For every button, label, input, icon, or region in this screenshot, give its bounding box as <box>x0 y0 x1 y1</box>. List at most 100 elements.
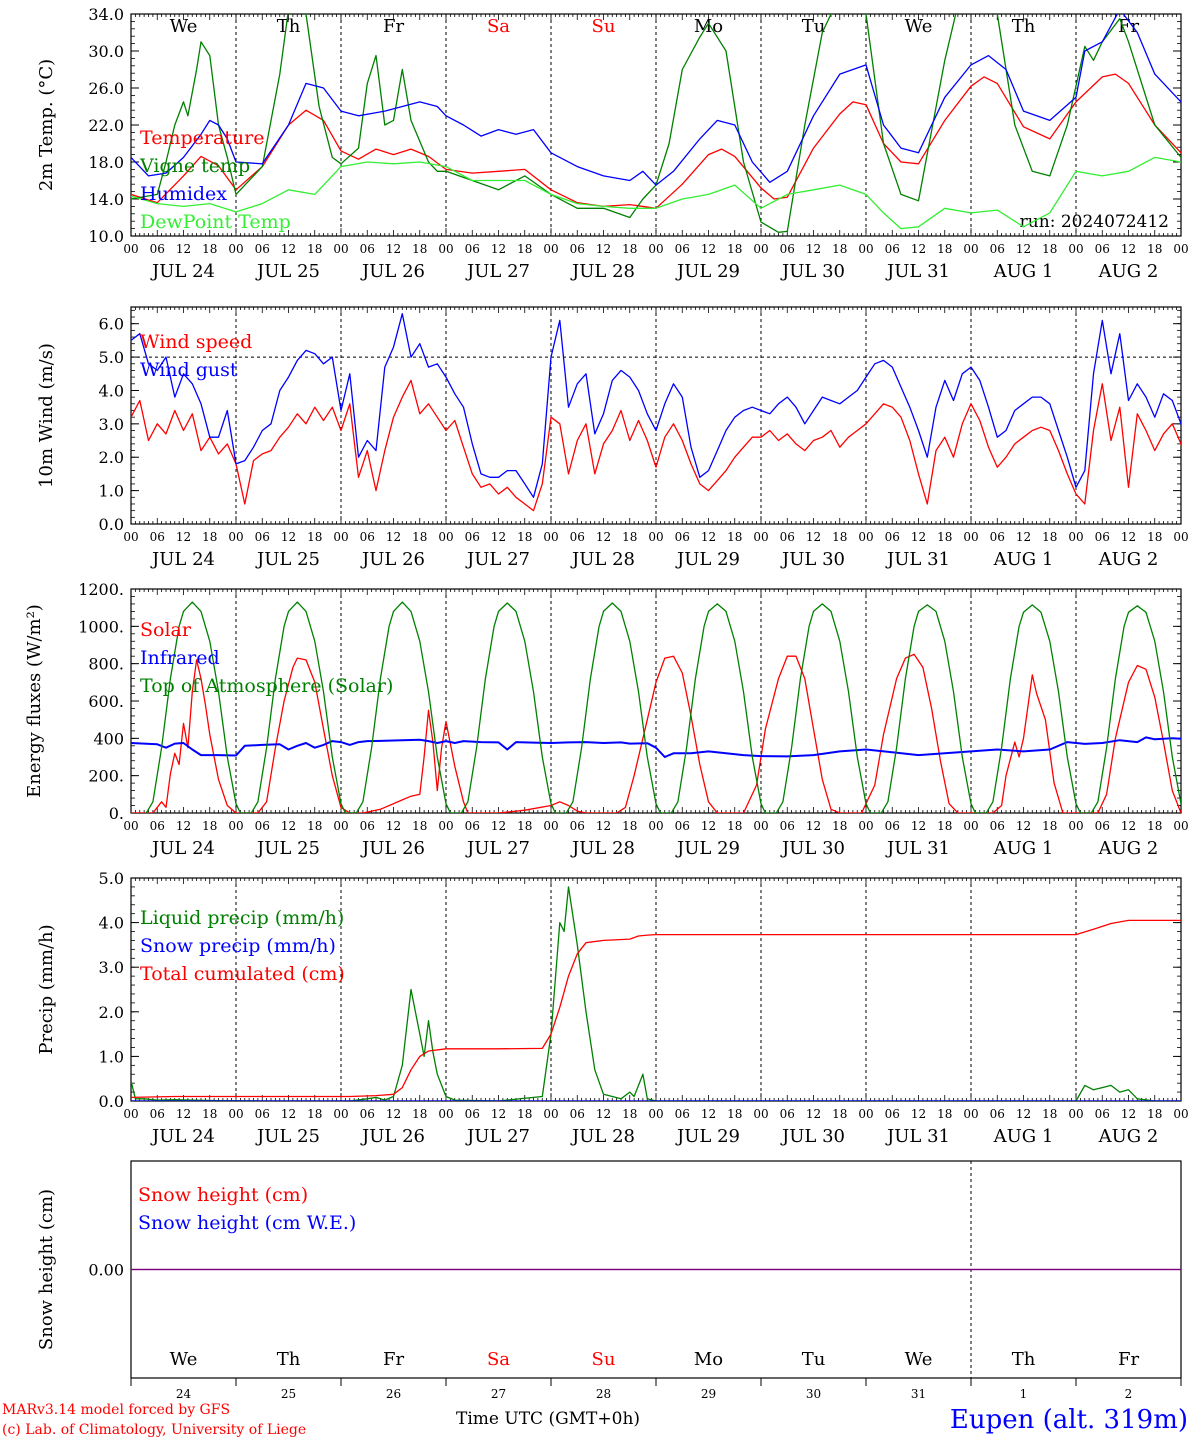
y-tick-label: 34.0 <box>88 5 124 24</box>
legend-entry: Vigne temp <box>139 155 250 177</box>
hour-label: 00 <box>648 819 663 833</box>
date-label: JUL 31 <box>885 838 950 859</box>
day-number-label: 30 <box>806 1387 821 1401</box>
hour-label: 12 <box>1121 242 1136 256</box>
hour-label: 00 <box>858 530 873 544</box>
hour-label: 06 <box>150 242 165 256</box>
y-tick-label: 2.0 <box>99 1003 124 1022</box>
hour-label: 12 <box>176 242 191 256</box>
hour-label: 06 <box>990 819 1005 833</box>
hour-label: 00 <box>963 242 978 256</box>
y-tick-label: 800. <box>88 655 124 674</box>
hour-label: 06 <box>150 819 165 833</box>
hour-label: 12 <box>491 242 506 256</box>
hour-label: 00 <box>1068 1107 1083 1121</box>
legend-entry: Humidex <box>140 183 227 205</box>
hour-label: 12 <box>1121 1107 1136 1121</box>
date-label: JUL 26 <box>360 1126 425 1147</box>
hour-label: 00 <box>858 242 873 256</box>
hour-label: 06 <box>360 530 375 544</box>
date-label: JUL 25 <box>255 261 320 282</box>
hour-label: 18 <box>622 819 637 833</box>
hour-label: 18 <box>727 242 742 256</box>
hour-label: 18 <box>307 1107 322 1121</box>
hour-label: 18 <box>307 819 322 833</box>
hour-label: 00 <box>963 530 978 544</box>
weekday-label: We <box>170 16 198 37</box>
hour-label: 18 <box>727 530 742 544</box>
hour-label: 00 <box>753 242 768 256</box>
series-line-vigne-temp <box>131 14 1181 233</box>
date-label: JUL 28 <box>570 838 635 859</box>
hour-label: 12 <box>386 819 401 833</box>
hour-label: 06 <box>465 1107 480 1121</box>
hour-label: 00 <box>228 1107 243 1121</box>
series-line-dewpoint-temp <box>131 156 1181 230</box>
hour-label: 06 <box>885 819 900 833</box>
hour-label: 06 <box>570 819 585 833</box>
hour-label: 12 <box>806 819 821 833</box>
y-tick-label: 400 <box>93 729 124 748</box>
y-tick-label: 0. <box>109 804 124 823</box>
hour-label: 00 <box>438 1107 453 1121</box>
hour-label: 12 <box>176 530 191 544</box>
date-label: AUG 2 <box>1098 261 1159 282</box>
date-label: JUL 27 <box>465 1126 530 1147</box>
date-label: JUL 29 <box>675 261 740 282</box>
hour-label: 12 <box>911 1107 926 1121</box>
weekday-label: Fr <box>383 16 404 37</box>
legend-entry: Snow height (cm) <box>138 1184 308 1206</box>
lab-credit: (c) Lab. of Climatology, University of L… <box>2 1422 306 1438</box>
hour-label: 18 <box>412 530 427 544</box>
date-label: JUL 29 <box>675 838 740 859</box>
hour-label: 12 <box>596 819 611 833</box>
y-tick-label: 5.0 <box>99 348 124 367</box>
date-label: JUL 25 <box>255 838 320 859</box>
hour-label: 12 <box>806 242 821 256</box>
date-label: JUL 30 <box>780 838 845 859</box>
hour-label: 06 <box>570 1107 585 1121</box>
hour-label: 18 <box>412 819 427 833</box>
hour-label: 18 <box>622 1107 637 1121</box>
date-label: JUL 28 <box>570 549 635 570</box>
hour-label: 12 <box>596 1107 611 1121</box>
footer: Time UTC (GMT+0h) MARv3.14 model forced … <box>2 1402 1188 1438</box>
hour-label: 12 <box>386 1107 401 1121</box>
date-label: JUL 24 <box>150 261 215 282</box>
hour-label: 12 <box>1121 530 1136 544</box>
day-number-label: 31 <box>911 1387 926 1401</box>
hour-label: 12 <box>281 530 296 544</box>
hour-label: 12 <box>596 530 611 544</box>
hour-label: 06 <box>255 530 270 544</box>
y-axis-label: 2m Temp. (°C) <box>36 59 57 191</box>
legend-entry: Wind gust <box>140 359 238 381</box>
hour-label: 06 <box>360 819 375 833</box>
date-label: JUL 29 <box>675 1126 740 1147</box>
series-line-liquid-precip-mm-h <box>131 886 1181 1101</box>
hour-label: 00 <box>648 530 663 544</box>
date-label: JUL 31 <box>885 549 950 570</box>
date-label: JUL 28 <box>570 1126 635 1147</box>
y-tick-label: 4.0 <box>99 381 124 400</box>
panel-2: 00 06 12 18 00 06 12 18 00 06 12 18 00 06 12 18 00 06 12 18… <box>36 306 1189 570</box>
hour-label: 00 <box>438 819 453 833</box>
hour-label: 18 <box>202 819 217 833</box>
hour-label: 00 <box>543 819 558 833</box>
hour-label: 00 <box>543 242 558 256</box>
panel-5: We 24 Th 25 Fr 26 Sa 27 Su 28 Mo 29 Tu 30 We 31 Th 1 Fr 2 0.… <box>36 1160 1182 1401</box>
hour-label: 00 <box>753 1107 768 1121</box>
hour-label: 18 <box>202 1107 217 1121</box>
y-axis-label: 10m Wind (m/s) <box>36 343 57 488</box>
y-tick-label: 26.0 <box>88 79 124 98</box>
legend-entry: DewPoint Temp <box>140 211 291 233</box>
hour-label: 00 <box>1068 530 1083 544</box>
y-tick-label: 1200. <box>78 580 124 599</box>
weekday-label: Su <box>592 16 616 37</box>
date-label: JUL 27 <box>465 838 530 859</box>
hour-label: 18 <box>727 819 742 833</box>
legend-entry: Solar <box>140 619 192 641</box>
weekday-label: We <box>905 1349 933 1370</box>
weekday-label: Mo <box>694 16 723 37</box>
date-label: JUL 24 <box>150 1126 215 1147</box>
